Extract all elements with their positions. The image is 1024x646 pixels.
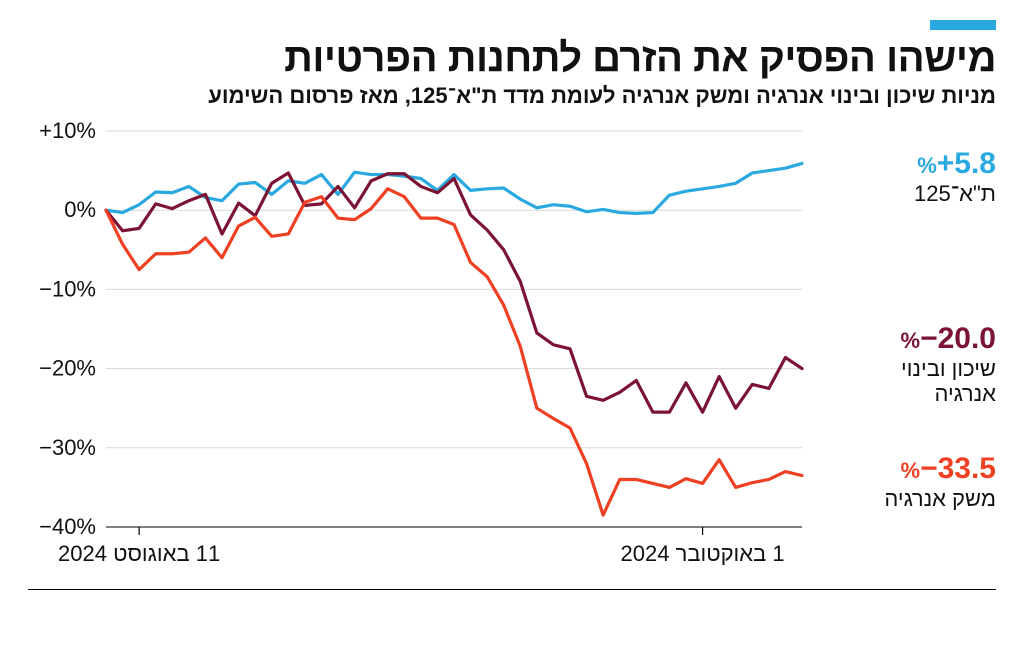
svg-text:−20%: −20% — [39, 356, 96, 381]
line-chart: +10% 0% −10% −20% −30% −40%11 באוגוסט 2024 1 ב… — [34, 119, 806, 575]
legend-value: −33.5% — [884, 454, 996, 484]
legend-column: +5.8%ת"א־125 −20.0%שיכון ובינויאנרגיה −33.… — [806, 119, 996, 575]
svg-text:−30%: −30% — [39, 435, 96, 460]
svg-text:11 באוגוסט 2024: 11 באוגוסט 2024 — [58, 541, 220, 566]
legend-label: שיכון ובינויאנרגיה — [901, 356, 996, 407]
svg-text:0%: 0% — [64, 197, 96, 222]
chart-row: +5.8%ת"א־125 −20.0%שיכון ובינויאנרגיה −33.… — [28, 119, 996, 575]
legend-item: −20.0%שיכון ובינויאנרגיה — [901, 324, 996, 407]
chart-container: { "accent_color": "#2aa9e0", "title": "מ… — [0, 0, 1024, 646]
chart-subtitle: מניות שיכון ובינוי אנרגיה ומשק אנרגיה לע… — [28, 83, 996, 109]
legend-value: −20.0% — [901, 324, 996, 354]
svg-text:1 באוקטובר 2024: 1 באוקטובר 2024 — [621, 541, 785, 566]
legend-item: +5.8%ת"א־125 — [914, 149, 996, 206]
legend-value: +5.8% — [914, 149, 996, 179]
plot-column: +10% 0% −10% −20% −30% −40%11 באוגוסט 2024 1 ב… — [34, 119, 806, 575]
series-meshek — [106, 189, 802, 515]
legend-label: ת"א־125 — [914, 181, 996, 206]
chart-title: מישהו הפסיק את הזרם לתחנות הפרטיות — [28, 36, 996, 81]
svg-text:−10%: −10% — [39, 276, 96, 301]
accent-bar — [930, 20, 996, 30]
series-shikun — [106, 173, 802, 412]
svg-text:−40%: −40% — [39, 514, 96, 539]
svg-text:+10%: +10% — [39, 119, 96, 143]
legend-item: −33.5%משק אנרגיה — [884, 454, 996, 511]
legend-label: משק אנרגיה — [884, 486, 996, 511]
bottom-rule — [28, 589, 996, 590]
